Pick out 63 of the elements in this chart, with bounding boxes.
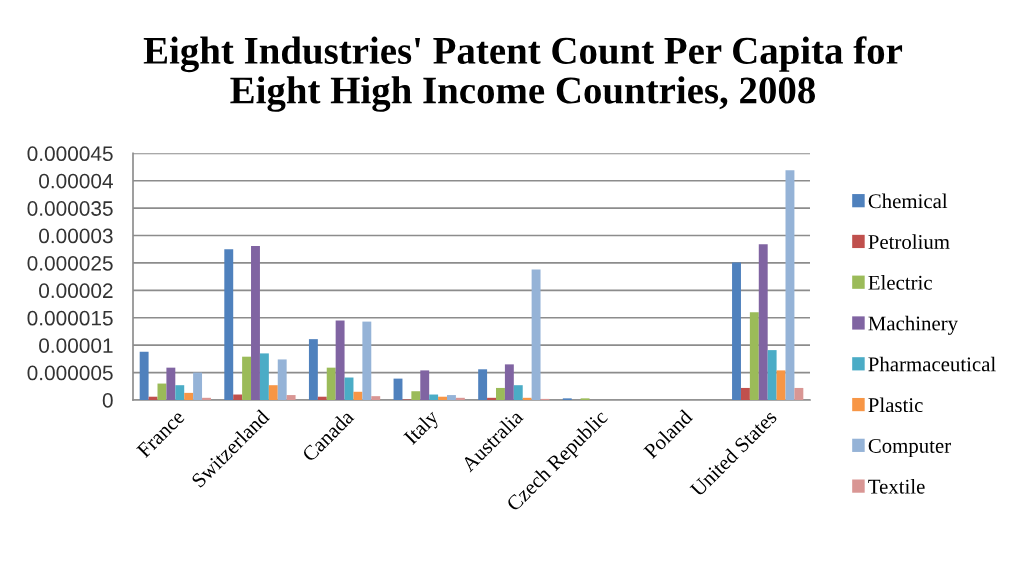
bar [785,170,795,400]
bar [455,397,465,400]
legend-label: Chemical [868,193,948,209]
y-tick-label: 0.000025 [27,255,113,271]
bar [157,383,167,400]
chart-title: Eight Industries' Patent Count Per Capita for Eight High Income Countries, 2008 [143,36,903,112]
bar [411,391,421,400]
bar [286,395,296,400]
y-tick-label: 0.00004 [39,173,113,189]
bar [794,387,804,400]
bar [353,391,363,400]
bar [184,392,194,400]
bar [259,353,269,400]
bar [513,385,523,400]
bar [166,367,176,400]
bar [776,370,786,400]
legend-label: Textile [868,479,925,494]
bar [732,262,741,400]
bar [522,397,532,400]
y-tick-label: 0.000045 [27,146,113,162]
bar [478,369,488,400]
bar [531,269,541,400]
x-tick-label: Italy [402,408,443,449]
bar [496,387,505,400]
y-tick-label: 0.00001 [39,338,113,353]
bar [242,356,252,400]
y-tick-label: 0.000015 [27,310,113,326]
bar [175,385,185,400]
bar [371,396,381,400]
bar [362,321,372,400]
bar [420,370,430,400]
bar [224,249,234,400]
y-tick-label: 0.000035 [27,201,113,216]
bar [487,397,496,400]
bar [233,394,243,400]
bar [438,396,447,400]
y-tick-label: 0.00002 [39,283,113,299]
y-tick-label: 0 [102,393,113,408]
bar [139,351,149,400]
y-tick-label: 0.000005 [27,365,113,381]
legend-label: Computer [868,438,951,458]
legend-label: Machinery [868,315,958,335]
bar [202,397,211,400]
bar [251,245,260,400]
bar [193,372,203,400]
bar [504,364,514,400]
bar [447,395,456,400]
legend-label: Plastic [868,397,923,413]
bar [326,367,336,400]
bar [758,244,768,400]
bar [749,312,759,400]
legend-label: Pharmaceutical [868,356,996,372]
y-tick-label: 0.00003 [39,228,113,244]
bar [308,339,318,400]
bar [335,320,345,400]
bar [277,359,287,400]
legend-label: Petrolium [868,234,950,249]
bar [429,394,439,400]
bar [740,387,750,400]
bar [767,350,777,400]
legend-label: Electric [868,275,932,290]
bar [317,396,327,400]
bar [268,385,278,400]
